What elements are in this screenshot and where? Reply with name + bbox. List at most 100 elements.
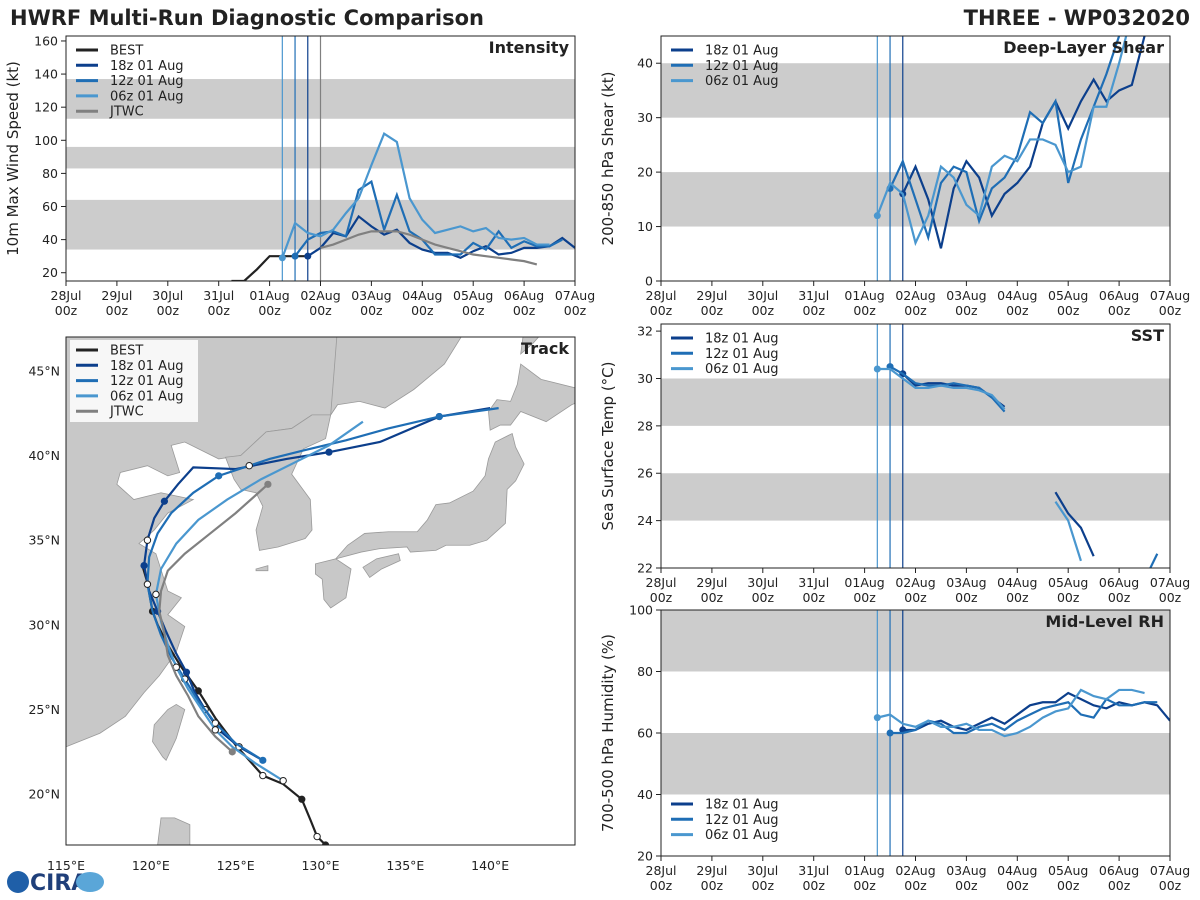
logo-emblem-icon (76, 872, 104, 892)
rh-xtick-label: 29Jul (696, 863, 727, 878)
rh-xtick-label: 00z (752, 878, 775, 893)
intensity-xtick-label: 00z (207, 303, 230, 318)
sst-legend-label-18z-01-aug: 18z 01 Aug (705, 332, 779, 347)
track-point-best (298, 795, 306, 803)
rh-init-point-12z-01-aug (886, 729, 894, 737)
sst-xtick-label: 00z (1057, 590, 1080, 605)
rh-xtick-label: 00z (802, 878, 825, 893)
rh-series-group (873, 688, 1170, 738)
intensity-legend-label-jtwc: JTWC (109, 105, 144, 120)
track-point-18z-01-aug (140, 562, 148, 570)
sst-xtick-label: 00z (1108, 590, 1131, 605)
track-point-12z-01-aug (259, 756, 267, 764)
landmass-shikoku (362, 553, 401, 579)
sst-ytick-label: 28 (637, 418, 653, 433)
rh-xtick-label: 00z (1108, 878, 1131, 893)
track-line-18z-01-aug (142, 407, 491, 762)
sst-xtick-label: 00z (1006, 590, 1029, 605)
intensity-xtick-label: 03Aug (351, 288, 391, 303)
shear-xtick-label: 04Aug (997, 288, 1037, 303)
rh-band-0 (661, 733, 1170, 795)
intensity-xtick-label: 00z (564, 303, 587, 318)
rh-xtick-label: 00z (701, 878, 724, 893)
intensity-xtick-label: 07Aug (555, 288, 595, 303)
track-line-06z-01-aug (154, 420, 364, 782)
track-point-best (194, 687, 202, 695)
landmass-taiwan (152, 703, 186, 762)
intensity-xtick-label: 00z (360, 303, 383, 318)
shear-legend-label-18z-01-aug: 18z 01 Aug (705, 44, 779, 59)
intensity-init-point-06z-01-aug (278, 254, 286, 262)
sst-band-0 (661, 473, 1170, 521)
shear-xtick-label: 03Aug (946, 288, 986, 303)
sst-line-06z-01-aug (877, 367, 1006, 411)
intensity-series-group (231, 132, 575, 281)
shear-xtick-label: 00z (955, 303, 978, 318)
intensity-line-06z-01-aug (281, 132, 550, 259)
sst-ytick-label: 22 (637, 561, 653, 576)
intensity-title: Intensity (489, 38, 570, 57)
track-xtick-label: 130°E (301, 858, 339, 873)
track-ytick-label: 35°N (28, 533, 60, 548)
storm-id: THREE - WP032020 (964, 6, 1190, 30)
rh-xtick-label: 00z (1006, 878, 1029, 893)
track-legend-label-best: BEST (110, 344, 143, 359)
shear-xtick-label: 31Jul (798, 288, 829, 303)
track-point-18z-01-aug-open (143, 536, 152, 544)
track-point-06z-01-aug-open (211, 726, 220, 734)
track-point-06z-01-aug-open (279, 776, 287, 785)
shear-xtick-label: 05Aug (1048, 288, 1088, 303)
sst-ytick-label: 24 (637, 513, 653, 528)
sst-ytick-label: 32 (637, 324, 653, 339)
landmass-russia-coast (330, 337, 462, 417)
sst-line-18z-01-aug-segment-2 (1054, 491, 1095, 557)
sst-xtick-label: 00z (1159, 590, 1182, 605)
rh-legend-label-06z-01-aug: 06z 01 Aug (705, 828, 779, 843)
shear-ylabel: 200-850 hPa Shear (kt) (599, 72, 617, 246)
track-point-12z-01-aug-open (245, 461, 253, 470)
rh-line-12z-01-aug (890, 697, 1158, 735)
track-point-12z-01-aug (215, 472, 223, 480)
landmass-hokkaido (488, 363, 575, 431)
sst-series-group (873, 363, 1159, 568)
intensity-xtick-label: 00z (157, 303, 180, 318)
intensity-xtick-label: 00z (411, 303, 434, 318)
shear-panel: 01020304028Jul00z29Jul00z30Jul00z31Jul00… (599, 35, 1190, 318)
shear-xtick-label: 07Aug (1150, 288, 1190, 303)
track-legend-label-18z-01-aug: 18z 01 Aug (110, 359, 184, 374)
track-xtick-label: 140°E (471, 858, 509, 873)
landmass-kyushu (315, 558, 352, 609)
intensity-xtick-label: 00z (309, 303, 332, 318)
sst-line-12z-01-aug-segment-2 (1149, 553, 1159, 568)
sst-xtick-label: 28Jul (646, 575, 677, 590)
intensity-ytick-label: 80 (42, 166, 58, 181)
intensity-ylabel: 10m Max Wind Speed (kt) (4, 61, 22, 256)
track-point-12z-01-aug-open (143, 580, 152, 588)
shear-ytick-label: 40 (637, 56, 653, 71)
shear-legend-label-06z-01-aug: 06z 01 Aug (705, 74, 779, 89)
intensity-xtick-label: 00z (462, 303, 485, 318)
shear-xtick-label: 29Jul (696, 288, 727, 303)
rh-ylabel: 700-500 hPa Humidity (%) (599, 634, 617, 832)
rh-xtick-label: 04Aug (997, 863, 1037, 878)
shear-xtick-label: 00z (853, 303, 876, 318)
intensity-panel: 2040608010012014016028Jul00z29Jul00z30Ju… (4, 33, 595, 318)
rh-title: Mid-Level RH (1045, 612, 1164, 631)
shear-xtick-label: 00z (1006, 303, 1029, 318)
track-xtick-label: 125°E (217, 858, 255, 873)
sst-ytick-label: 26 (637, 466, 653, 481)
track-point-jtwc (264, 480, 272, 488)
rh-xtick-label: 00z (853, 878, 876, 893)
intensity-legend-label-12z-01-aug: 12z 01 Aug (110, 74, 184, 89)
intensity-ytick-label: 140 (34, 67, 58, 82)
sst-xtick-label: 00z (955, 590, 978, 605)
intensity-ytick-label: 60 (42, 199, 58, 214)
shear-ytick-label: 30 (637, 110, 653, 125)
intensity-legend-label-06z-01-aug: 06z 01 Aug (110, 89, 184, 104)
landmass-jeju (255, 565, 269, 572)
track-legend-label-jtwc: JTWC (109, 405, 144, 420)
track-ytick-label: 30°N (28, 617, 60, 632)
rh-xtick-label: 00z (904, 878, 927, 893)
shear-legend-label-12z-01-aug: 12z 01 Aug (705, 59, 779, 74)
